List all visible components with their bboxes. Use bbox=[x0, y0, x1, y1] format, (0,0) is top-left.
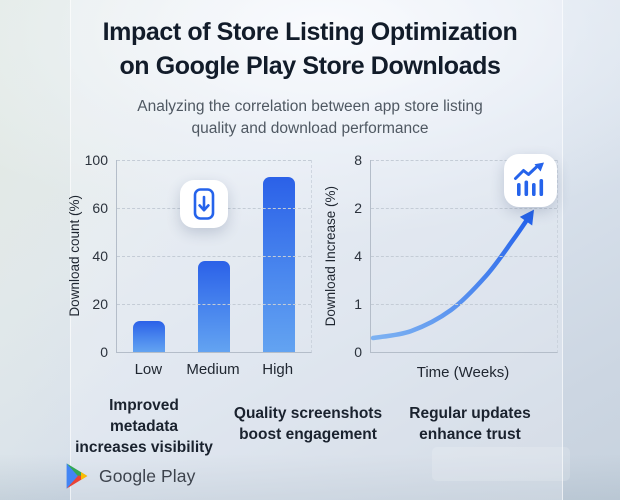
y-tick-label: 60 bbox=[92, 200, 108, 216]
gridline bbox=[371, 160, 557, 161]
phone-download-glyph bbox=[193, 188, 215, 220]
gridline bbox=[117, 160, 311, 161]
google-play-logo: Google Play bbox=[63, 461, 195, 491]
gridline bbox=[371, 256, 557, 257]
caption-screenshots: Quality screenshots boost engagement bbox=[233, 405, 383, 443]
brand-text: Google Play bbox=[99, 465, 196, 486]
growth-chart-glyph bbox=[514, 162, 544, 196]
y-tick-label: 2 bbox=[354, 200, 362, 216]
page-title: Impact of Store Listing Optimization on … bbox=[102, 18, 518, 80]
y-tick-label: 1 bbox=[354, 296, 362, 312]
y-tick-label: 4 bbox=[354, 248, 362, 264]
phone-download-icon bbox=[180, 180, 228, 228]
line-chart-plot bbox=[370, 160, 558, 353]
caption-updates: Regular updates enhance trust bbox=[409, 405, 531, 443]
bar-low bbox=[133, 320, 166, 352]
y-tick-label: 40 bbox=[92, 248, 108, 264]
bar-chart-plot bbox=[116, 160, 312, 353]
background-sheen bbox=[432, 447, 570, 481]
line-chart-y-ticks: 8 2 4 1 0 bbox=[332, 152, 364, 360]
gridline bbox=[117, 256, 311, 257]
bar-high bbox=[262, 176, 295, 352]
bar-chart-y-ticks: 100 60 40 20 0 bbox=[74, 152, 110, 360]
growth-curve bbox=[370, 209, 534, 341]
background-bottom-shade bbox=[0, 454, 620, 500]
growth-chart-icon bbox=[504, 154, 557, 207]
y-tick-label: 0 bbox=[100, 344, 108, 360]
y-tick-label: 8 bbox=[354, 152, 362, 168]
y-tick-label: 100 bbox=[84, 152, 108, 168]
gridline bbox=[371, 208, 557, 209]
x-category-label: High bbox=[262, 361, 294, 378]
gridline bbox=[117, 304, 311, 305]
content-panel bbox=[70, 0, 563, 500]
bar-column bbox=[117, 160, 182, 352]
line-chart-x-axis-label: Time (Weeks) bbox=[416, 364, 510, 381]
gridline bbox=[371, 304, 557, 305]
bar-medium bbox=[198, 260, 230, 352]
play-triangle-icon bbox=[66, 463, 88, 489]
y-tick-label: 0 bbox=[354, 344, 362, 360]
caption-metadata: Improved metadata increases visibility bbox=[75, 397, 213, 456]
x-category-label: Medium bbox=[186, 361, 240, 378]
bar-column bbox=[182, 160, 247, 352]
bar-chart-x-labels: Low Medium High bbox=[116, 361, 310, 378]
bar-column bbox=[246, 160, 311, 352]
y-tick-label: 20 bbox=[92, 296, 108, 312]
bar-series bbox=[117, 160, 311, 352]
page-subtitle: Analyzing the correlation between app st… bbox=[137, 98, 483, 137]
x-category-label: Low bbox=[134, 361, 163, 378]
